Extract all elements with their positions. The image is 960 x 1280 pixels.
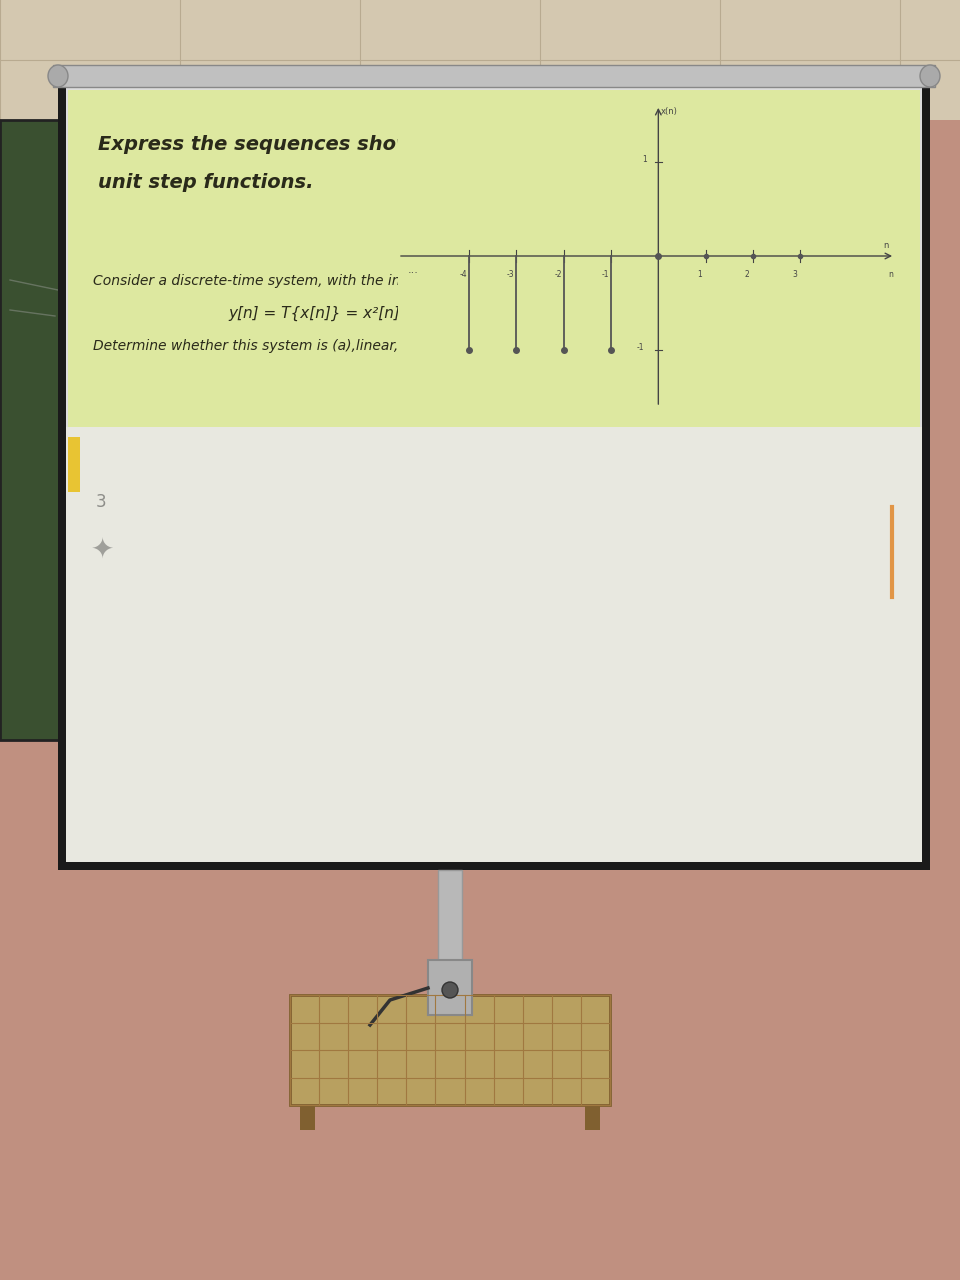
- Bar: [438, 870, 462, 1000]
- Text: y[n] = T{x[n]} = x²[n]: y[n] = T{x[n]} = x²[n]: [228, 306, 400, 321]
- Text: 2: 2: [745, 270, 750, 279]
- Text: 1: 1: [642, 155, 646, 164]
- Text: 3: 3: [96, 493, 107, 511]
- Bar: [585, 1105, 600, 1130]
- Bar: [0, 120, 68, 740]
- Circle shape: [442, 982, 458, 998]
- Text: x(n): x(n): [660, 108, 678, 116]
- Text: -3: -3: [507, 270, 515, 279]
- Ellipse shape: [920, 65, 940, 87]
- Text: unit step functions.: unit step functions.: [98, 173, 314, 192]
- Bar: [300, 1105, 315, 1130]
- Bar: [290, 995, 610, 1105]
- Bar: [58, 79, 930, 870]
- Bar: [66, 428, 922, 861]
- Text: 3: 3: [792, 270, 797, 279]
- Bar: [0, 0, 960, 120]
- Text: ...: ...: [407, 265, 419, 275]
- Text: -1: -1: [637, 343, 644, 352]
- Text: ✦: ✦: [91, 535, 114, 563]
- Bar: [53, 65, 935, 87]
- Text: n: n: [888, 270, 893, 279]
- Text: -4: -4: [460, 270, 468, 279]
- Text: Express the sequences shown in Fig. In terms of: Express the sequences shown in Fig. In t…: [98, 134, 631, 154]
- Text: Consider a discrete-time system, with the input-output relation: Consider a discrete-time system, with th…: [93, 274, 532, 288]
- Bar: [68, 436, 80, 492]
- Ellipse shape: [48, 65, 68, 87]
- Text: n: n: [883, 242, 889, 251]
- Bar: [428, 960, 472, 1015]
- Bar: [66, 88, 922, 861]
- Text: -2: -2: [554, 270, 562, 279]
- Text: -1: -1: [602, 270, 609, 279]
- Text: 1: 1: [698, 270, 703, 279]
- Bar: [68, 90, 920, 428]
- Text: Determine whether this system is (a),linear, (b) time-invariant.: Determine whether this system is (a),lin…: [93, 339, 529, 353]
